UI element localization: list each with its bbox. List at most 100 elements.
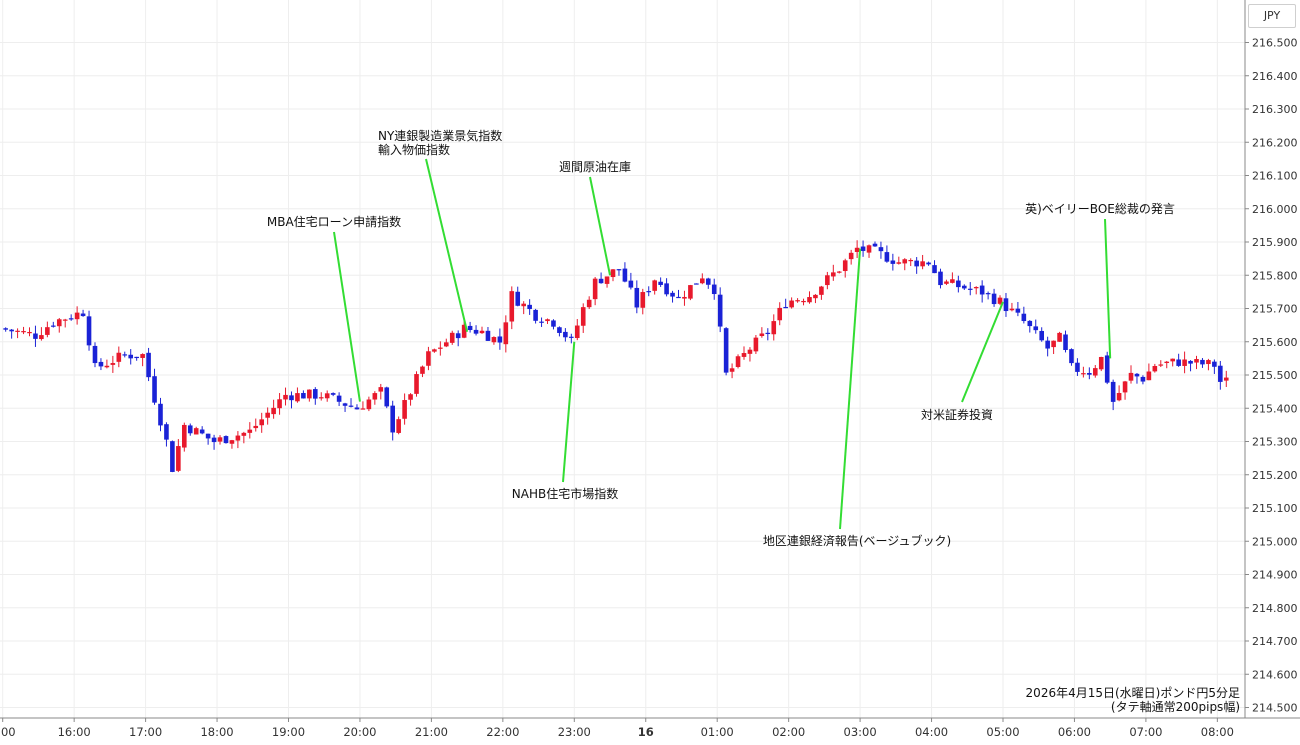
candle-body [574, 325, 580, 339]
candle-body [1200, 359, 1205, 365]
candle-body [420, 366, 425, 374]
candle-body [265, 412, 270, 418]
candle-body [360, 408, 366, 410]
candle-body [872, 243, 878, 247]
y-tick-label: 215.000 [1252, 535, 1298, 548]
candle-body [604, 276, 610, 284]
candle-body [45, 327, 50, 335]
price-axis-ticks: 216.500 216.400 216.300 216.200 216.100 216.0… [1245, 37, 1298, 715]
candle-body [318, 397, 324, 399]
candle-body [694, 283, 699, 285]
candle-body [473, 329, 479, 334]
candle-body [842, 260, 848, 272]
candle-body [289, 395, 294, 401]
candle-body [187, 425, 193, 434]
candle-body [878, 247, 884, 252]
candle-body [1033, 326, 1039, 331]
candle-body [688, 285, 693, 299]
candle-body [479, 330, 485, 334]
candle-body [1152, 365, 1158, 372]
candle-body [646, 291, 652, 293]
y-tick-label: 216.000 [1252, 203, 1298, 216]
candle-body [926, 262, 931, 265]
x-tick-label: 19:00 [272, 725, 305, 739]
candle-body [104, 365, 110, 368]
candle-body [1140, 376, 1146, 382]
candle-body [354, 407, 360, 410]
candle-body [62, 319, 68, 321]
candle-body [140, 354, 145, 358]
x-tick-label: 02:00 [772, 725, 805, 739]
candle-body [1045, 340, 1050, 349]
candle-body [372, 393, 378, 400]
candle-body [241, 432, 247, 436]
candle-body [134, 356, 139, 359]
candle-body [1158, 364, 1164, 366]
candle-body [1116, 392, 1122, 401]
candle-body [330, 393, 336, 395]
candle-body [1057, 332, 1062, 342]
candle-body [56, 319, 62, 327]
candle-body [777, 307, 783, 321]
candle-body [182, 424, 187, 448]
candle-body [866, 245, 872, 253]
candle-body [979, 285, 985, 295]
candle-body [920, 261, 925, 267]
candle-body [491, 337, 497, 343]
candle-body [932, 265, 937, 274]
annotation-leader-line [425, 158, 469, 333]
candle-body [176, 446, 181, 471]
candle-body [854, 247, 860, 252]
candle-body [1039, 330, 1045, 341]
candle-body [801, 300, 806, 303]
candle-body [271, 407, 276, 415]
annotation-label: NAHB住宅市場指数 [512, 486, 618, 501]
candle-body [21, 331, 26, 333]
candle-body [307, 389, 312, 399]
candle-body [1122, 381, 1128, 393]
candle-body [985, 293, 991, 295]
annotation-label: 地区連銀経済報告(ベージュブック) [763, 533, 951, 548]
candle-body [1092, 368, 1098, 376]
x-tick-label: 21:00 [415, 725, 448, 739]
candle-body [503, 322, 509, 345]
candle-body [789, 300, 794, 308]
y-tick-label: 214.800 [1252, 602, 1298, 615]
candle-body [223, 436, 229, 444]
candle-body [521, 303, 526, 307]
candle-body [324, 393, 330, 399]
annotation-label: 対米証券投資 [921, 407, 993, 422]
candle-body [551, 320, 556, 327]
candle-body [592, 278, 598, 300]
candle-body [1015, 308, 1021, 313]
y-tick-label: 215.100 [1252, 502, 1298, 515]
candle-body [164, 424, 169, 440]
candle-body [795, 300, 800, 302]
y-tick-label: 215.800 [1252, 269, 1298, 282]
candle-body [1098, 356, 1104, 370]
candle-body [33, 333, 38, 339]
candle-body [950, 279, 955, 283]
candle-body [539, 321, 544, 323]
candle-body [3, 328, 8, 330]
candle-body [860, 246, 866, 251]
currency-selector[interactable]: JPY [1248, 4, 1296, 28]
candle-body [199, 429, 205, 434]
candle-body [27, 331, 32, 334]
y-tick-label: 216.100 [1252, 170, 1298, 183]
candle-body [1027, 320, 1033, 327]
candle-body [682, 296, 687, 299]
y-tick-label: 215.300 [1252, 436, 1298, 449]
candle-body [664, 283, 669, 295]
candle-body [408, 394, 413, 400]
candle-body [235, 435, 241, 441]
candle-body [634, 287, 640, 308]
candle-body [116, 352, 122, 362]
candle-body [1128, 372, 1134, 381]
x-tick-label: 04:00 [915, 725, 948, 739]
annotation-label: 輸入物価指数 [378, 142, 450, 157]
annotation-label: 英)ベイリーBOE総裁の発言 [1025, 202, 1175, 216]
candle-body [658, 281, 663, 285]
candle-body [1170, 358, 1175, 362]
candle-body [997, 297, 1003, 304]
